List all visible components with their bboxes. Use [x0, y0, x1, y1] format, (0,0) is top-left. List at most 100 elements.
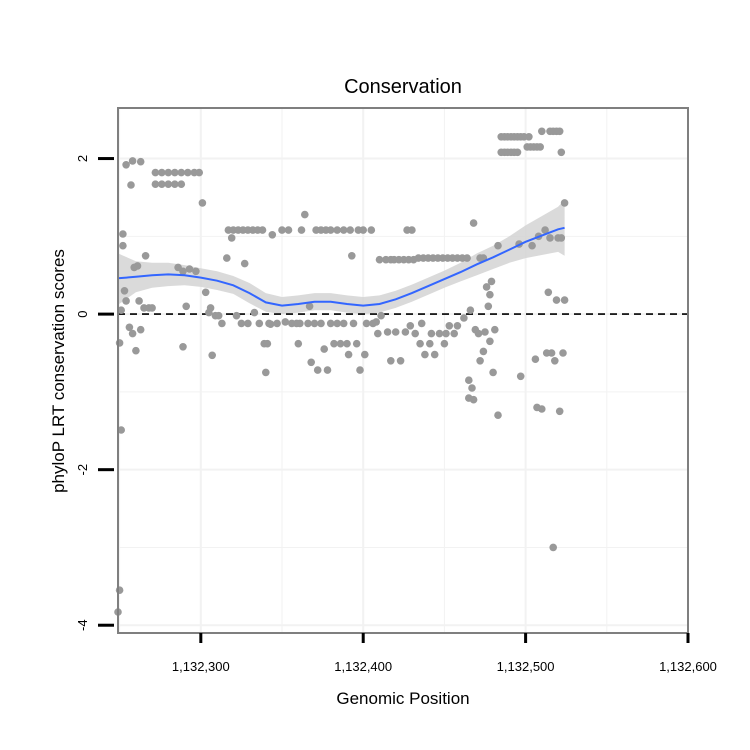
data-point: [128, 329, 137, 338]
data-point: [549, 543, 557, 552]
data-point: [164, 168, 173, 177]
data-point: [179, 343, 187, 351]
data-point: [555, 127, 564, 136]
data-point: [307, 358, 316, 367]
y-tick-label: 0: [75, 310, 90, 317]
data-point: [250, 308, 259, 317]
data-point: [214, 311, 223, 320]
data-point: [352, 339, 361, 348]
data-point: [391, 328, 400, 336]
data-point: [435, 329, 444, 338]
data-point: [177, 168, 186, 177]
data-point: [206, 304, 215, 312]
confidence-ribbon-layer: [118, 199, 565, 315]
chart-title: Conservation: [344, 76, 462, 98]
data-point: [117, 306, 125, 315]
data-point: [559, 349, 567, 357]
data-point: [182, 302, 190, 311]
data-point: [281, 318, 290, 326]
data-point: [244, 319, 252, 328]
data-point: [396, 357, 405, 365]
data-point: [516, 372, 525, 381]
data-point: [356, 366, 364, 374]
data-point: [184, 168, 192, 177]
data-point: [310, 319, 319, 328]
data-point: [349, 319, 358, 328]
data-point: [148, 304, 156, 312]
data-point: [136, 157, 145, 166]
data-point: [135, 297, 143, 305]
data-point: [171, 168, 179, 177]
data-point: [359, 226, 368, 234]
data-point: [115, 586, 124, 594]
data-point: [278, 226, 286, 234]
data-point: [362, 319, 371, 328]
data-point: [486, 290, 494, 299]
data-point: [450, 329, 459, 338]
y-axis-title: phyloP LRT conservation scores: [49, 249, 68, 493]
data-point: [547, 349, 556, 357]
data-point: [544, 288, 553, 297]
data-point: [158, 168, 166, 177]
y-axis: -4 -2 0 2: [75, 155, 114, 631]
data-point: [408, 226, 416, 234]
x-tick-label: 1,132,400: [334, 659, 392, 674]
data-point: [487, 277, 496, 286]
data-point: [479, 347, 488, 356]
data-point: [557, 148, 566, 157]
data-point: [430, 350, 439, 359]
data-point: [294, 339, 303, 348]
data-point: [416, 339, 424, 348]
data-point: [141, 252, 150, 260]
data-point: [536, 143, 544, 151]
x-tick-label: 1,132,600: [659, 659, 717, 674]
data-point: [284, 226, 293, 234]
x-axis: 1,132,300 1,132,400 1,132,500 1,132,600: [172, 633, 717, 674]
data-point: [317, 319, 325, 328]
data-point: [482, 283, 491, 291]
data-point: [133, 262, 142, 270]
data-point: [367, 226, 376, 234]
data-point: [491, 325, 499, 334]
data-point: [474, 329, 483, 338]
data-point: [374, 329, 382, 338]
data-point: [158, 180, 166, 188]
data-point: [481, 328, 489, 336]
data-point: [463, 254, 471, 262]
data-point: [330, 339, 338, 348]
data-point: [128, 157, 137, 165]
data-point: [476, 357, 484, 365]
data-point: [406, 322, 415, 330]
y-tick-label: 2: [75, 155, 90, 162]
data-point: [525, 133, 533, 141]
data-point: [119, 230, 127, 238]
data-point: [426, 339, 434, 348]
data-point: [268, 231, 277, 239]
data-point: [320, 345, 329, 353]
data-point: [122, 297, 130, 305]
data-point: [469, 395, 478, 404]
data-point: [120, 287, 129, 295]
data-point: [469, 219, 478, 227]
x-axis-title: Genomic Position: [336, 689, 469, 708]
data-point: [401, 328, 410, 336]
data-point: [560, 199, 569, 207]
data-point: [346, 226, 355, 234]
data-point: [255, 319, 264, 328]
data-point: [151, 180, 160, 188]
data-point: [326, 226, 335, 234]
data-point: [115, 339, 124, 347]
data-point: [195, 168, 203, 177]
data-point: [339, 319, 348, 328]
data-point: [489, 368, 497, 377]
data-point: [266, 320, 275, 329]
data-point: [119, 241, 127, 250]
data-point: [227, 234, 236, 242]
data-point: [171, 180, 179, 188]
panel-border: [117, 107, 689, 634]
data-point: [551, 357, 559, 365]
data-point: [494, 241, 502, 250]
data-point: [177, 180, 186, 188]
y-tick-label: -4: [75, 619, 90, 631]
data-point: [442, 329, 450, 338]
